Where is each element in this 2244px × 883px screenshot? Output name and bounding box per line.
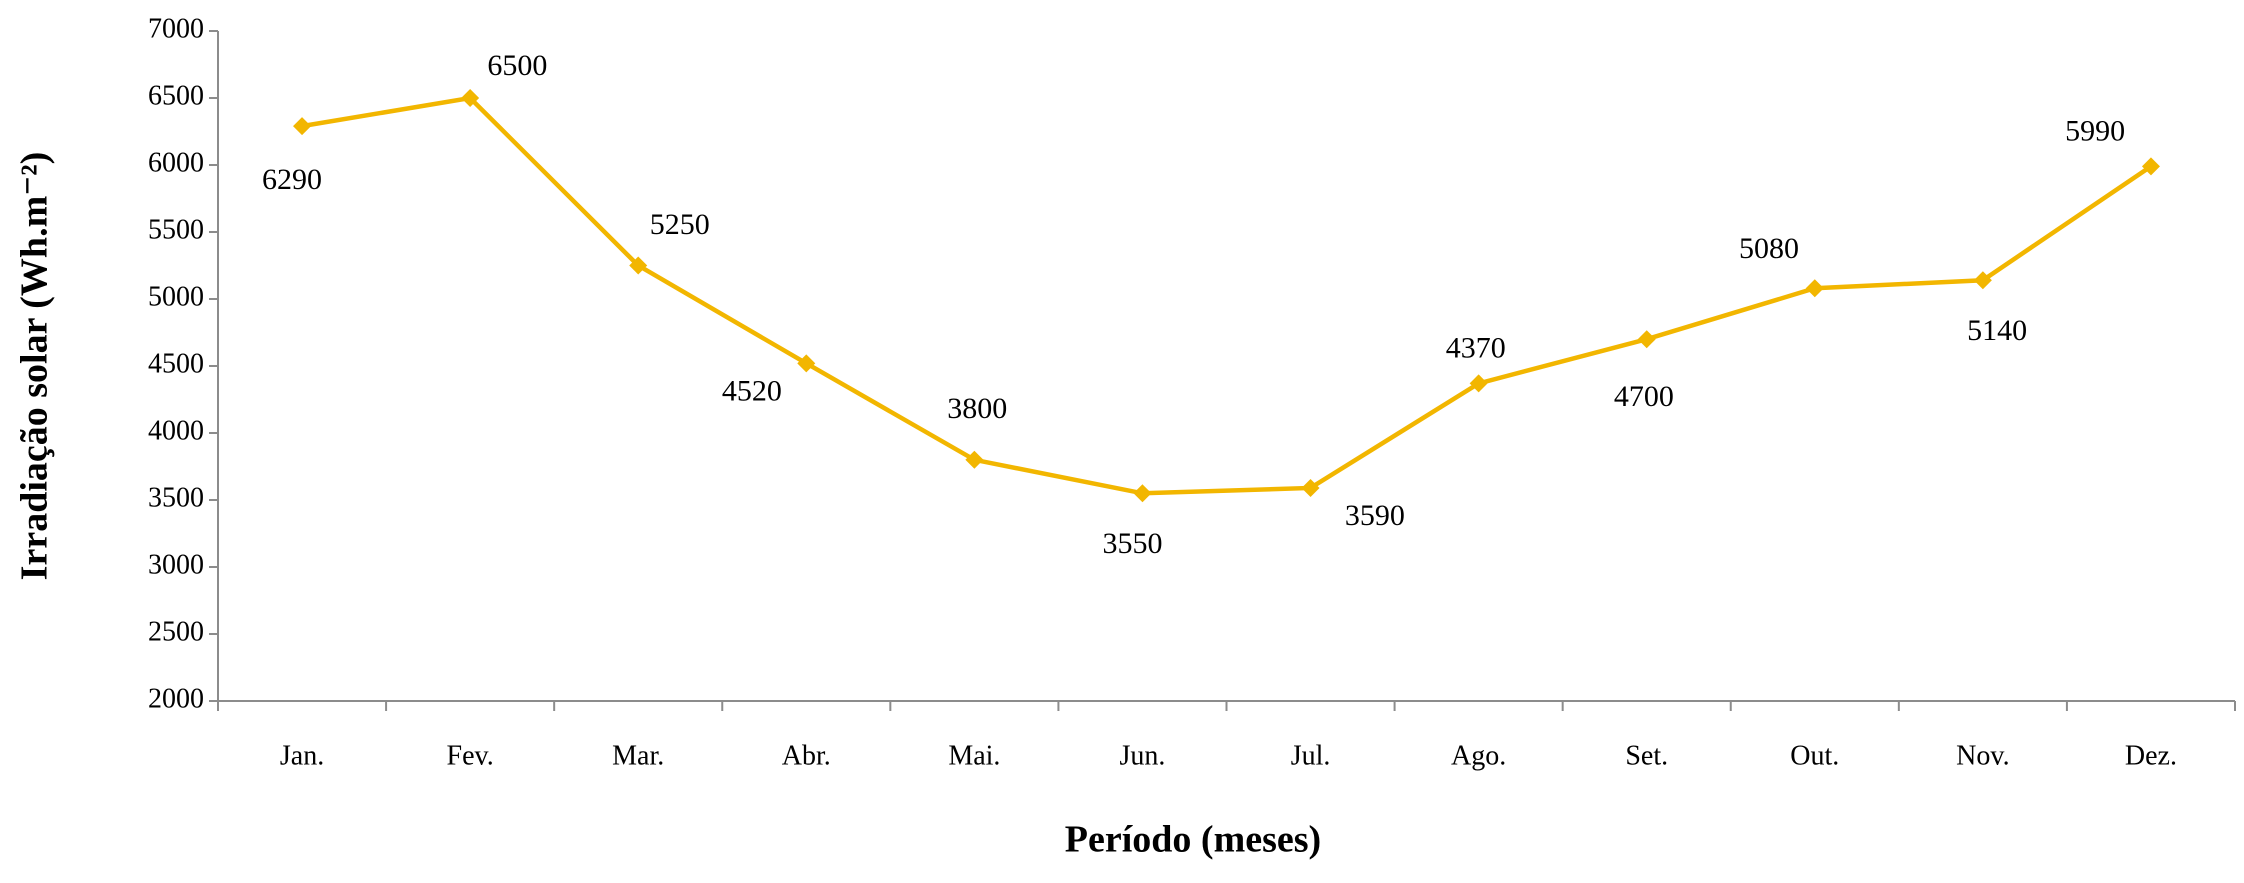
x-tick-label: Set. <box>1625 740 1668 771</box>
data-label: 5140 <box>1967 314 2027 347</box>
x-tick-label: Out. <box>1790 740 1839 771</box>
y-tick-label: 6500 <box>148 80 204 111</box>
data-label: 3550 <box>1102 527 1162 560</box>
x-tick-label: Jun. <box>1120 740 1166 771</box>
y-tick-label: 3500 <box>148 482 204 513</box>
x-tick-label: Nov. <box>1956 740 2009 771</box>
y-tick-label: 5500 <box>148 214 204 245</box>
y-tick-label: 6000 <box>148 147 204 178</box>
y-tick-label: 4500 <box>148 348 204 379</box>
x-tick-label: Jan. <box>280 740 324 771</box>
marker <box>2141 157 2160 176</box>
data-label: 5080 <box>1739 232 1799 265</box>
marker <box>1637 330 1656 349</box>
data-label: 5990 <box>2065 114 2125 147</box>
x-tick-label: Ago. <box>1451 740 1506 771</box>
x-tick-label: Fev. <box>447 740 494 771</box>
marker <box>1805 279 1824 298</box>
line <box>301 95 2153 496</box>
y-tick-label: 4000 <box>148 415 204 446</box>
x-tick-label: Mar. <box>612 740 664 771</box>
y-tick-label: 7000 <box>148 13 204 44</box>
x-tick-label: Mai. <box>948 740 1000 771</box>
x-tick-label: Dez. <box>2125 740 2177 771</box>
marker <box>629 256 648 275</box>
x-axis-label: Período (meses) <box>1065 819 1321 861</box>
marker <box>1973 271 1992 290</box>
y-tick-label: 3000 <box>148 549 204 580</box>
y-tick-label: 2500 <box>148 616 204 647</box>
x-tick-label: Jul. <box>1291 740 1331 771</box>
marker <box>797 354 816 373</box>
marker <box>1469 374 1488 393</box>
marker <box>293 117 312 136</box>
data-label: 4520 <box>722 374 782 407</box>
data-label: 3590 <box>1345 499 1405 532</box>
marker <box>1133 484 1152 503</box>
data-label: 5250 <box>650 208 710 241</box>
marker <box>461 89 480 107</box>
y-tick-label: 2000 <box>148 683 204 714</box>
x-tick-label: Abr. <box>782 740 831 771</box>
data-label: 3800 <box>947 392 1007 425</box>
data-label: 4700 <box>1614 380 1674 413</box>
marker <box>1301 478 1320 497</box>
data-label: 6500 <box>487 49 547 82</box>
y-axis-label: Irradiação solar (Wh.m⁻²) <box>14 152 56 581</box>
marker <box>965 450 984 469</box>
data-label: 4370 <box>1446 331 1506 364</box>
y-tick-label: 5000 <box>148 281 204 312</box>
data-label: 6290 <box>262 163 322 196</box>
